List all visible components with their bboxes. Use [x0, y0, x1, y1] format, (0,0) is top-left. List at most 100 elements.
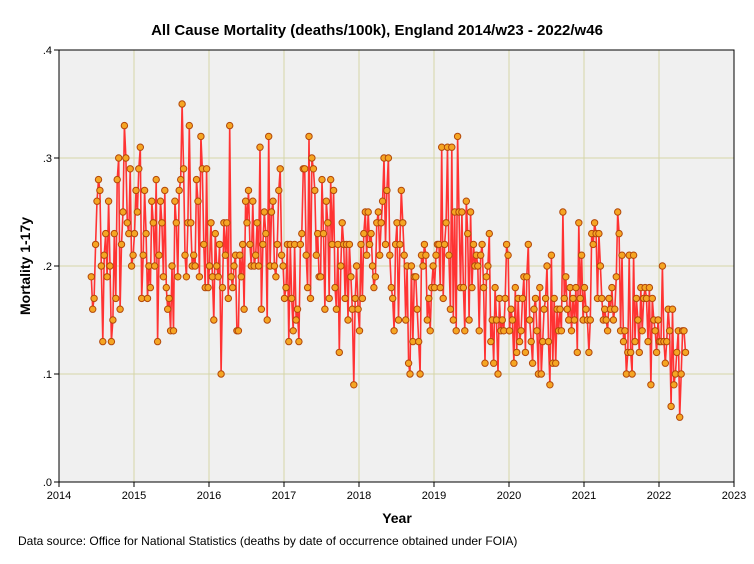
- data-point: [585, 348, 593, 357]
- data-point: [218, 283, 227, 292]
- data-point: [611, 305, 619, 313]
- data-point: [595, 229, 603, 238]
- data-point: [537, 370, 545, 378]
- data-point: [96, 186, 104, 195]
- data-point: [605, 294, 613, 303]
- data-point: [397, 186, 405, 195]
- data-point: [482, 273, 491, 281]
- data-point: [357, 240, 365, 249]
- data-point: [296, 240, 305, 249]
- data-point: [631, 337, 639, 346]
- data-point: [420, 240, 429, 249]
- data-point: [442, 219, 450, 227]
- data-point: [394, 316, 403, 324]
- data-point: [449, 316, 457, 324]
- data-point: [153, 337, 162, 346]
- data-point: [415, 337, 423, 346]
- data-point: [309, 165, 318, 173]
- data-point: [106, 262, 114, 270]
- data-point: [661, 359, 669, 367]
- data-point: [161, 186, 169, 195]
- data-point: [172, 219, 181, 227]
- data-point: [377, 219, 385, 227]
- data-point: [370, 283, 378, 292]
- data-point: [543, 262, 551, 270]
- data-point: [527, 337, 535, 346]
- data-point: [263, 316, 271, 324]
- data-point: [285, 337, 293, 346]
- data-point: [575, 219, 583, 227]
- data-point: [469, 240, 478, 249]
- y-tick-label: .0: [43, 477, 52, 489]
- data-point: [429, 262, 437, 270]
- data-point: [399, 219, 407, 227]
- data-point: [505, 327, 514, 335]
- data-point: [97, 262, 106, 270]
- data-point: [474, 262, 482, 270]
- x-tick-label: 2014: [47, 490, 71, 502]
- data-point: [224, 294, 233, 303]
- data-point: [179, 165, 188, 173]
- data-point: [240, 305, 248, 313]
- data-point: [332, 305, 341, 313]
- data-point: [325, 294, 333, 303]
- data-point: [648, 294, 656, 303]
- data-point: [221, 251, 230, 259]
- data-point: [91, 240, 100, 249]
- data-point: [267, 208, 276, 216]
- data-point: [508, 316, 517, 324]
- data-point: [511, 283, 519, 292]
- data-point: [295, 337, 303, 346]
- plot-frame: [58, 49, 735, 483]
- data-point: [249, 197, 257, 205]
- data-point: [552, 359, 560, 367]
- data-point: [477, 251, 485, 259]
- data-point: [569, 294, 577, 303]
- data-point: [103, 273, 111, 281]
- data-point: [582, 305, 590, 313]
- x-tick-label: 2019: [422, 490, 446, 502]
- x-tick-label: 2020: [497, 490, 521, 502]
- data-point: [185, 121, 194, 130]
- data-point: [205, 262, 214, 270]
- data-point: [668, 305, 677, 313]
- data-point: [531, 294, 540, 303]
- data-point: [140, 186, 149, 195]
- data-point: [99, 337, 107, 346]
- data-point: [602, 316, 610, 324]
- data-point: [109, 316, 117, 324]
- data-point: [567, 327, 576, 335]
- data-point: [341, 294, 349, 303]
- data-point: [635, 348, 643, 357]
- data-point: [658, 262, 667, 270]
- data-point: [466, 208, 475, 216]
- data-point: [350, 381, 358, 389]
- data-point: [90, 294, 98, 303]
- data-point: [273, 240, 281, 249]
- data-point: [122, 154, 130, 162]
- data-point: [426, 327, 434, 335]
- data-point: [262, 229, 270, 238]
- data-point: [608, 283, 616, 292]
- data-point: [475, 327, 483, 335]
- data-point: [329, 186, 338, 195]
- data-point: [400, 251, 408, 259]
- data-point: [629, 251, 638, 259]
- data-point: [681, 348, 690, 357]
- data-point: [142, 229, 150, 238]
- data-point: [541, 294, 550, 303]
- data-point: [484, 262, 492, 270]
- data-point: [390, 327, 398, 335]
- data-point: [270, 262, 279, 270]
- x-tick-label: 2021: [572, 490, 596, 502]
- data-point: [177, 175, 185, 184]
- data-point: [445, 251, 453, 259]
- data-point: [298, 229, 306, 238]
- data-point: [127, 262, 136, 270]
- data-point: [573, 348, 581, 357]
- data-point: [458, 208, 466, 216]
- data-point: [292, 316, 300, 324]
- data-point: [663, 337, 671, 346]
- data-point: [603, 327, 612, 335]
